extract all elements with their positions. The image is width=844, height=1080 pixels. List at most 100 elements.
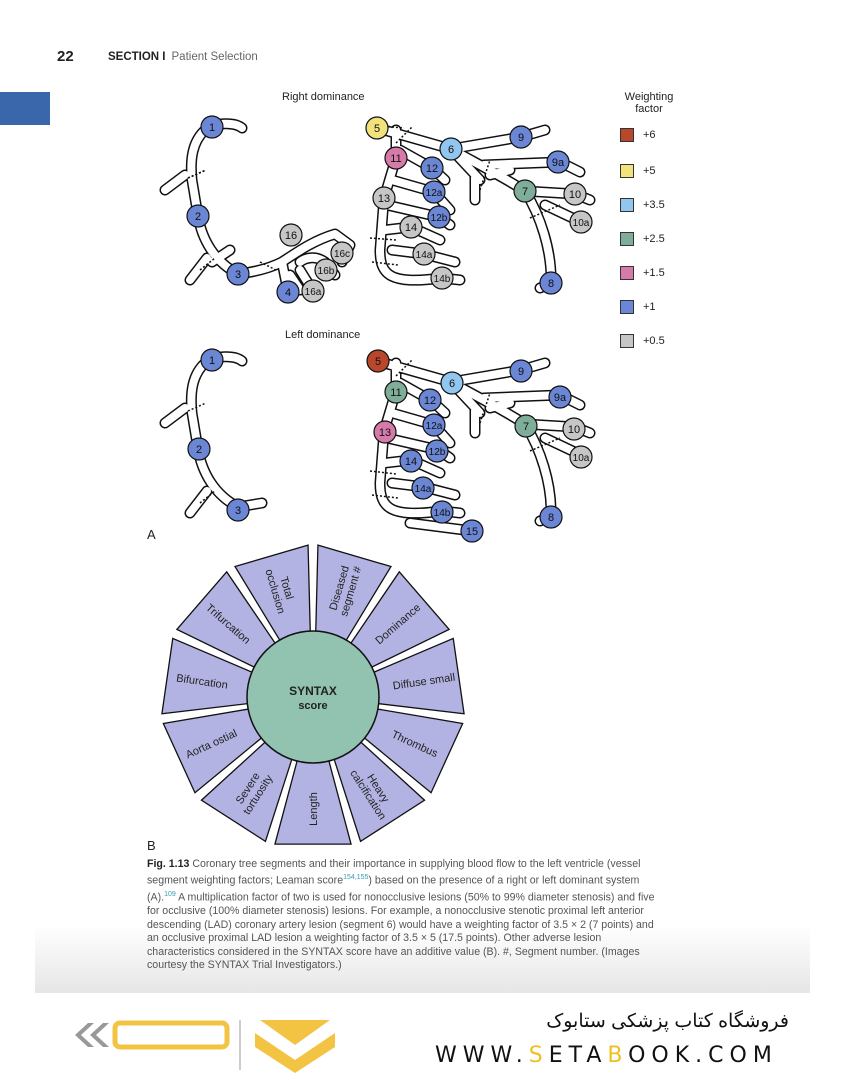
segment-label: 14 (405, 222, 417, 234)
segment-label: 8 (548, 512, 554, 524)
legend-item: +6 (620, 127, 656, 143)
caption-text: A multiplication factor of two is used f… (147, 891, 655, 971)
legend-item: +1 (620, 299, 656, 315)
segment-circle (301, 279, 325, 303)
segment-label: 13 (378, 193, 390, 205)
segment-label: 5 (375, 356, 381, 368)
segment-right-8: 8 (539, 271, 563, 295)
segment-right-16a: 16a (301, 279, 325, 303)
segment-boundary (199, 490, 216, 504)
segment-circle (425, 439, 449, 463)
segment-label: 9a (554, 392, 567, 404)
segment-left-3: 3 (226, 498, 250, 522)
segment-boundary (371, 494, 399, 499)
segment-label: 12b (431, 213, 448, 224)
segment-label: 12a (426, 421, 443, 432)
segment-label: 11 (390, 387, 401, 399)
segment-circle (187, 437, 211, 461)
segment-left-12b: 12b (425, 439, 449, 463)
segment-left-10a: 10a (569, 445, 593, 469)
segment-circle (411, 476, 435, 500)
segment-right-14a: 14a (412, 242, 436, 266)
right-dominance-title: Right dominance (282, 91, 365, 103)
legend-swatch (620, 334, 634, 348)
segment-label: 11 (390, 153, 401, 165)
segment-circle (399, 215, 423, 239)
petal-label: Length (308, 792, 320, 826)
legend-swatch (620, 164, 634, 178)
syntax-factor-petal: Severetortuosity (200, 734, 296, 843)
segment-circle (412, 242, 436, 266)
segment-label: 2 (195, 211, 201, 223)
segment-right-16: 16 (279, 223, 303, 247)
segment-circle (569, 445, 593, 469)
segment-circle (200, 348, 224, 372)
running-header: SECTION I Patient Selection (108, 51, 258, 63)
segment-boundary (479, 392, 491, 424)
segment-label: 16c (334, 249, 350, 260)
segment-label: 14 (405, 456, 417, 468)
segment-boundary (371, 261, 399, 266)
segment-circle (509, 125, 533, 149)
legend-item: +1.5 (620, 265, 665, 281)
segment-right-10a: 10a (569, 210, 593, 234)
segment-left-14: 14 (399, 449, 423, 473)
segment-circle (200, 115, 224, 139)
segment-left-6: 6 (440, 371, 464, 395)
segment-label: 6 (449, 378, 455, 390)
segment-circle (373, 420, 397, 444)
store-name: فروشگاه کتاب پزشکی ستابوک (546, 1011, 789, 1032)
caption-text: Coronary tree segments and their importa… (147, 858, 641, 887)
panel-letter-a: A (147, 527, 156, 542)
segment-circle (427, 205, 451, 229)
segment-label: 13 (379, 427, 391, 439)
segment-circle (365, 116, 389, 140)
segment-circle (384, 380, 408, 404)
segment-circle (422, 180, 446, 204)
segment-left-9a: 9a (548, 385, 572, 409)
segment-boundary (199, 257, 216, 271)
segment-circle (563, 182, 587, 206)
segment-boundary (529, 437, 561, 452)
segment-boundary (187, 169, 207, 179)
segment-label: 14a (416, 250, 433, 261)
segment-circle (440, 371, 464, 395)
segment-right-16b: 16b (314, 258, 338, 282)
segment-right-14: 14 (399, 215, 423, 239)
segment-circle (186, 204, 210, 228)
store-url[interactable]: WWW.SETABOOK.COM (435, 1043, 778, 1068)
segment-label: 9 (518, 132, 524, 144)
syntax-center-subtitle: score (298, 700, 327, 712)
segment-circle (366, 349, 390, 373)
footer-banner (0, 993, 844, 1080)
segment-circle (372, 186, 396, 210)
segment-circle (548, 385, 572, 409)
segment-circle (420, 156, 444, 180)
segment-circle (439, 137, 463, 161)
syntax-factor-petal: Heavycalcification (330, 734, 426, 843)
segment-right-11: 11 (384, 146, 408, 170)
segment-circle (562, 417, 586, 441)
segment-right-12a: 12a (422, 180, 446, 204)
segment-circle (314, 258, 338, 282)
segment-left-11: 11 (384, 380, 408, 404)
citation[interactable]: 154,155 (343, 874, 369, 882)
segment-right-9: 9 (509, 125, 533, 149)
citation[interactable]: 109 (164, 891, 176, 899)
segment-label: 12b (429, 447, 446, 458)
segment-right-13: 13 (372, 186, 396, 210)
segment-left-14a: 14a (411, 476, 435, 500)
segment-circle (514, 414, 538, 438)
segment-right-12b: 12b (427, 205, 451, 229)
segment-circle (418, 388, 442, 412)
segment-boundary (369, 470, 397, 475)
legend-label: +3.5 (643, 199, 665, 211)
segment-boundary (187, 402, 207, 412)
legend-label: +0.5 (643, 335, 665, 347)
segment-circle (430, 266, 454, 290)
coronary-tree-diagram: 12341616a16b16c567899a1010a111212a12b131… (159, 115, 596, 543)
segment-right-2: 2 (186, 204, 210, 228)
segment-left-5: 5 (366, 349, 390, 373)
syntax-factor-petal: Bifurcation (161, 637, 263, 715)
segment-label: 2 (196, 444, 202, 456)
